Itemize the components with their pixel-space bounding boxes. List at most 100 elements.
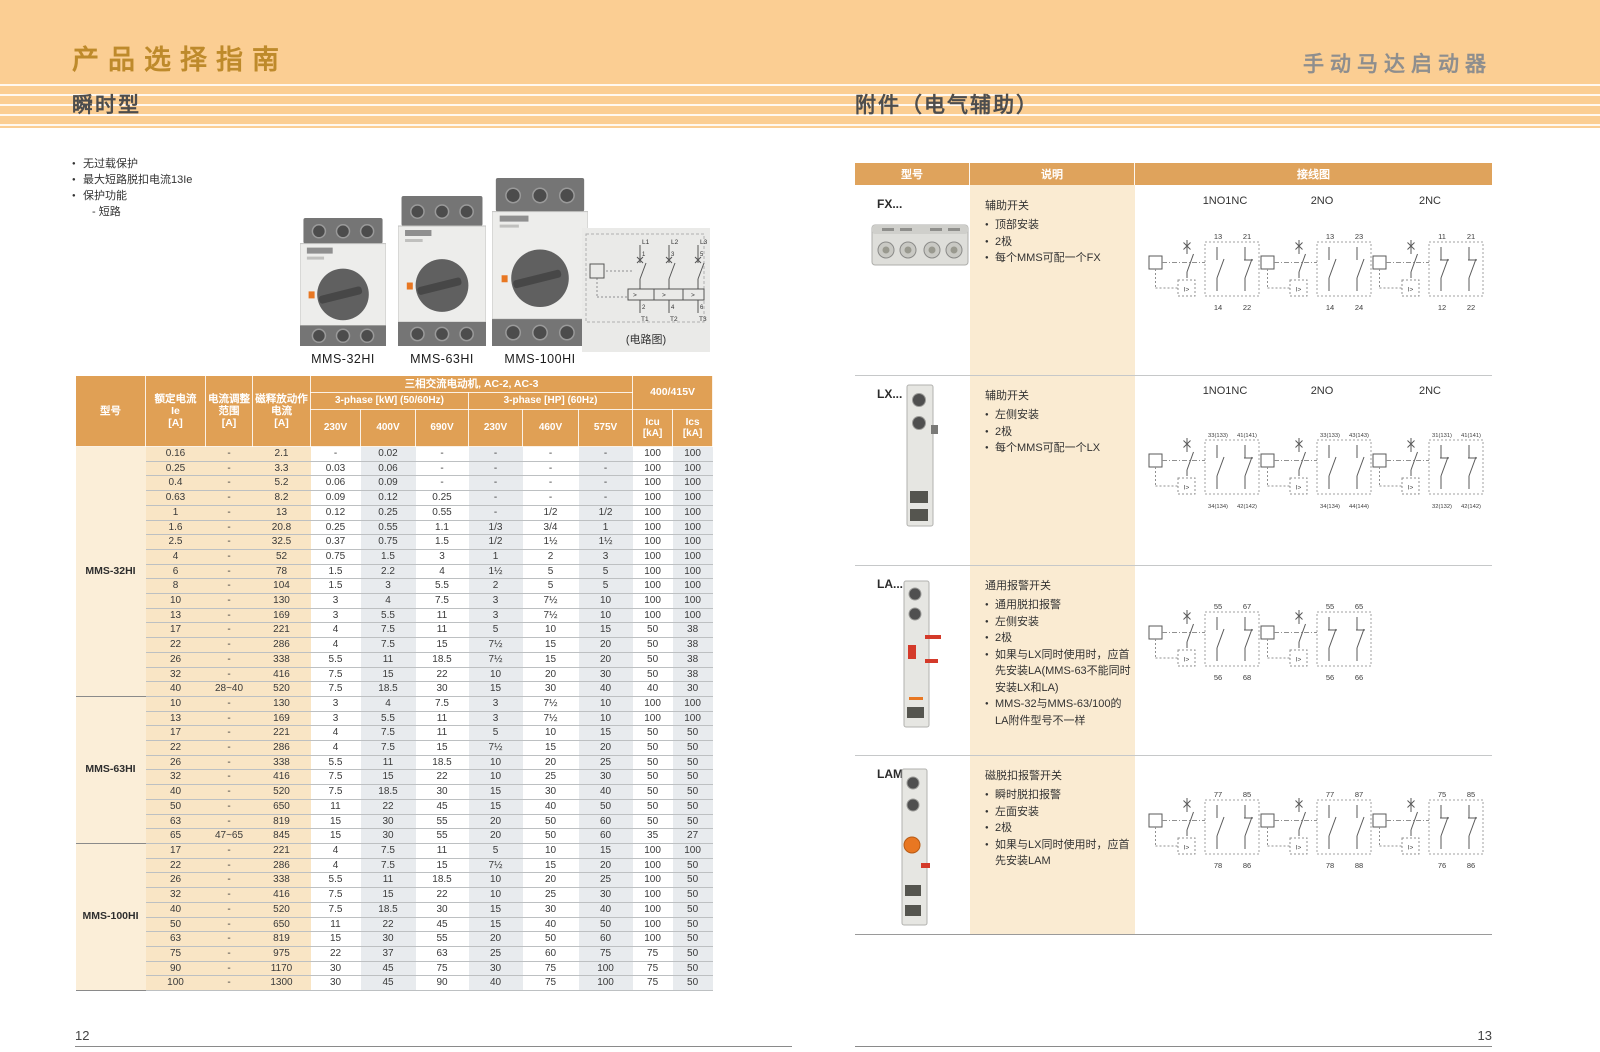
spec-cell: 104 — [252, 578, 311, 595]
spec-cell: 50 — [578, 917, 633, 933]
wiring-diagram-holder: I> 33(133) 41(141) 34(134) 42(142) — [1147, 423, 1267, 520]
spec-cell: 3/4 — [522, 520, 579, 536]
spec-cell: 1.5 — [310, 564, 361, 580]
spec-cell: 5 — [468, 842, 523, 859]
col-ics: Ics [kA] — [672, 409, 714, 447]
spec-cell: 5.5 — [310, 755, 361, 771]
spec-cell: 650 — [252, 917, 311, 933]
accessory-bullet: 每个MMS可配一个LX — [985, 440, 1131, 457]
feature-item: 保护功能 — [72, 188, 192, 204]
spec-cell: 3 — [468, 593, 523, 609]
svg-text:I>: I> — [1296, 485, 1302, 492]
spec-cell: 75 — [632, 946, 673, 962]
spec-cell: 30 — [415, 784, 469, 800]
spec-cell: 75 — [632, 975, 673, 992]
spec-cell: 50 — [672, 784, 713, 800]
spec-cell: 100 — [632, 534, 673, 550]
spec-cell: 40 — [145, 902, 206, 918]
spec-cell: 1 — [145, 505, 206, 521]
svg-text:42(142): 42(142) — [1461, 504, 1481, 510]
spec-cell: - — [522, 490, 579, 506]
spec-cell: 75 — [522, 975, 579, 992]
spec-cell: 60 — [522, 946, 579, 962]
spec-cell: - — [522, 446, 579, 462]
svg-text:56: 56 — [1214, 673, 1222, 682]
spec-cell: - — [415, 461, 469, 477]
spec-cell: 0.25 — [360, 505, 416, 521]
spec-cell: 20 — [468, 828, 523, 844]
spec-cell: 50 — [632, 725, 673, 742]
spec-row: 10-130 3 4 7.5 3 7½ 10 100 100 — [76, 593, 713, 609]
spec-cell: 4 — [145, 549, 206, 565]
spec-cell: 50 — [672, 858, 713, 874]
svg-text:32(132): 32(132) — [1432, 504, 1452, 510]
accessory-fx-image — [871, 224, 969, 266]
spec-cell: 1/2 — [578, 505, 633, 521]
svg-text:3: 3 — [671, 252, 675, 258]
spec-cell: - — [205, 784, 253, 800]
spec-cell: - — [205, 637, 253, 653]
spec-cell: 15 — [522, 858, 579, 874]
spec-cell: 50 — [672, 799, 713, 815]
svg-text:76: 76 — [1438, 861, 1446, 870]
spec-cell: 0.75 — [310, 549, 361, 565]
spec-cell: 7.5 — [310, 667, 361, 683]
spec-cell: 3 — [468, 608, 523, 624]
spec-cell: 4 — [310, 622, 361, 639]
spec-cell: 1/3 — [468, 520, 523, 536]
diagram-type-label: 1NO1NC — [1202, 385, 1248, 397]
accessory-bullet: 如果与LX同时使用时，应首先安装LAM — [985, 837, 1131, 870]
svg-text:14: 14 — [1326, 303, 1334, 312]
spec-cell: 5 — [578, 578, 633, 595]
wiring-diagram: I> 75 85 76 86 — [1372, 790, 1484, 870]
spec-cell: 18.5 — [415, 872, 469, 889]
spec-cell: 10 — [468, 872, 523, 889]
motor-starter-image — [299, 218, 387, 346]
accessory-model: LA... — [877, 577, 903, 591]
col-voltage: 230V — [468, 409, 523, 447]
spec-cell: 40 — [145, 681, 206, 697]
spec-row: 17-221 4 7.5 11 5 10 15 50 50 — [76, 725, 713, 742]
spec-cell: 5 — [522, 578, 579, 595]
spec-cell: 30 — [578, 887, 633, 903]
spec-cell: 50 — [672, 725, 713, 742]
spec-cell: 100 — [632, 887, 673, 903]
spec-cell: 40 — [522, 917, 579, 933]
spec-row: 13-169 3 5.5 11 3 7½ 10 100 100 — [76, 608, 713, 624]
spec-cell: 6 — [145, 564, 206, 580]
spec-row: 32-416 7.5 15 22 10 20 30 50 38 — [76, 667, 713, 683]
product-image — [397, 196, 487, 351]
diagram-type-label: 1NO1NC — [1202, 195, 1248, 207]
col-hp-group: 3-phase [HP] (60Hz) — [467, 392, 634, 410]
spec-cell: 3 — [310, 711, 361, 727]
wiring-diagram: I> 55 65 56 66 — [1260, 602, 1372, 682]
wiring-diagram: I> 55 67 56 68 — [1148, 602, 1260, 682]
svg-text:41(141): 41(141) — [1461, 433, 1481, 439]
wiring-diagram: I> 13 23 14 24 — [1260, 232, 1372, 312]
spec-cell: 3 — [310, 593, 361, 609]
spec-cell: 25 — [578, 755, 633, 771]
svg-text:85: 85 — [1243, 790, 1251, 799]
svg-text:23: 23 — [1355, 232, 1363, 241]
spec-cell: 90 — [145, 961, 206, 977]
spec-cell: 45 — [415, 917, 469, 933]
spec-cell: 50 — [632, 799, 673, 815]
spec-cell: 0.12 — [360, 490, 416, 506]
spec-cell: - — [205, 446, 253, 462]
catalog-category-title: 手动马达启动器 — [1303, 53, 1492, 76]
accessories-header-row: 型号 说明 接线图 — [855, 163, 1492, 185]
spec-cell: - — [205, 858, 253, 874]
spec-cell: 15 — [522, 740, 579, 756]
spec-cell: 10 — [578, 695, 633, 712]
spec-cell: 20 — [522, 667, 579, 683]
spec-cell: 5.2 — [252, 475, 311, 492]
spec-row: MMS-100HI 17-221 4 7.5 11 5 10 15 100 100 — [75, 842, 713, 992]
spec-cell: 1.1 — [415, 520, 469, 536]
spec-cell: 2.2 — [360, 564, 416, 580]
spec-cell: 20 — [578, 740, 633, 756]
wiring-diagram-holder: I> 55 65 56 66 — [1259, 595, 1379, 692]
accessory-bullet: 2极 — [985, 234, 1131, 251]
spec-cell: 4 — [360, 695, 416, 712]
svg-text:L1: L1 — [642, 239, 650, 246]
svg-text:78: 78 — [1214, 861, 1222, 870]
